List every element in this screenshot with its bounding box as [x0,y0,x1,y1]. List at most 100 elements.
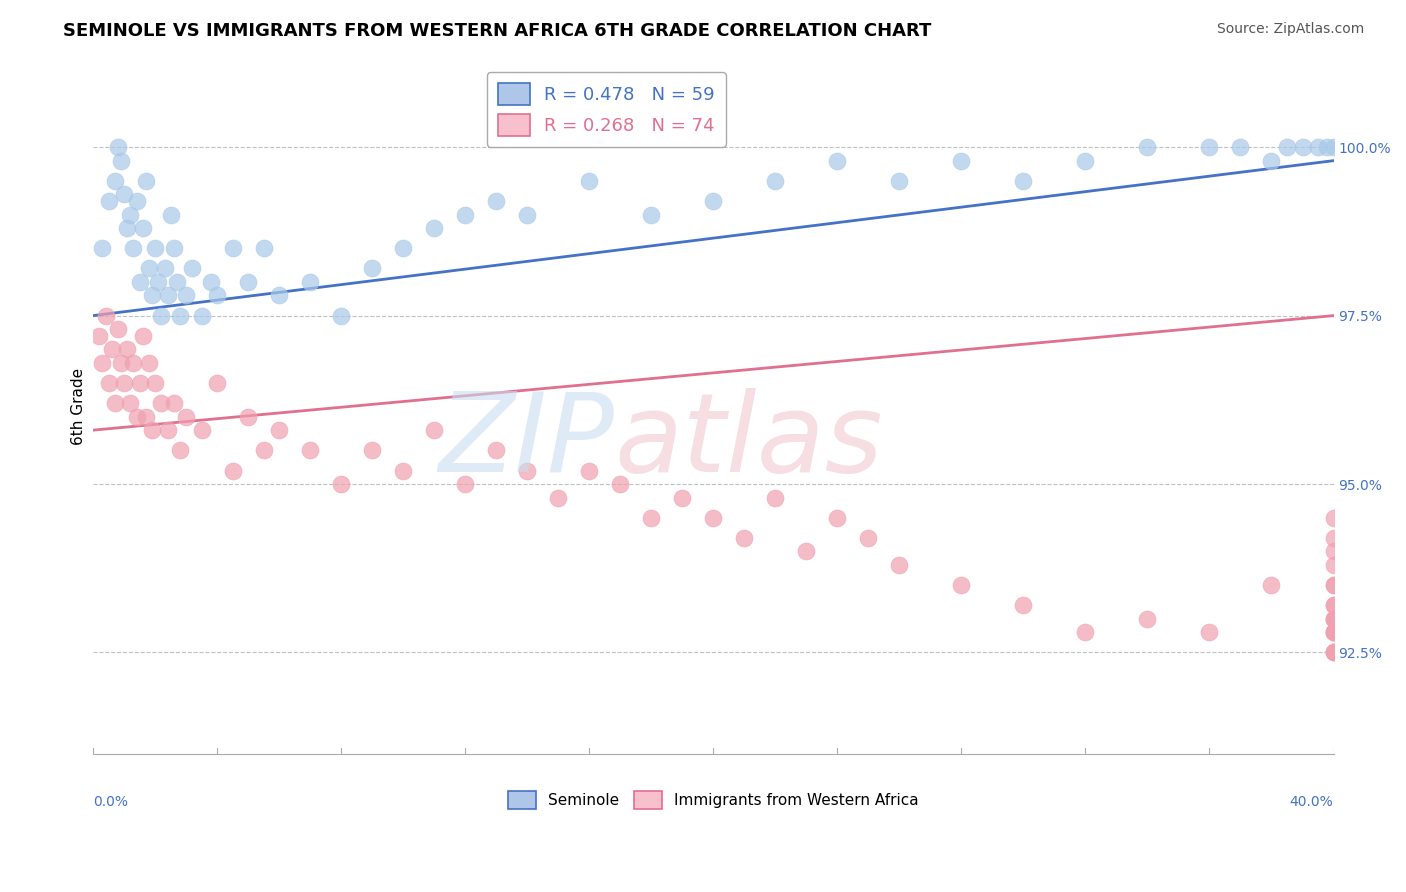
Point [110,356,132,370]
Point [141,423,163,437]
Point [796,544,818,558]
Point [1322,510,1344,524]
Point [143,376,166,390]
Point [1322,612,1344,626]
Point [1322,625,1344,640]
Point [516,208,538,222]
Point [190,423,212,437]
Point [889,558,911,572]
Point [1322,645,1344,659]
Point [1322,625,1344,640]
Point [1322,599,1344,613]
Point [156,423,179,437]
Point [205,376,228,390]
Text: 0.0%: 0.0% [93,795,128,809]
Point [702,510,724,524]
Point [1260,578,1282,592]
Point [609,477,631,491]
Point [253,443,276,458]
Point [141,288,163,302]
Point [125,409,148,424]
Point [392,464,415,478]
Point [104,174,127,188]
Point [1260,153,1282,168]
Point [1275,140,1298,154]
Point [1074,625,1097,640]
Point [128,275,150,289]
Point [89,328,111,343]
Point [117,343,139,357]
Point [200,275,222,289]
Text: 40.0%: 40.0% [1289,795,1333,809]
Point [827,510,849,524]
Point [1322,531,1344,545]
Point [423,423,446,437]
Point [156,288,179,302]
Point [1322,625,1344,640]
Point [122,241,145,255]
Point [392,241,415,255]
Y-axis label: 6th Grade: 6th Grade [72,368,86,445]
Point [950,578,973,592]
Point [104,396,127,410]
Point [112,376,135,390]
Point [190,309,212,323]
Point [91,241,114,255]
Point [138,261,160,276]
Point [253,241,276,255]
Point [107,140,129,154]
Point [117,221,139,235]
Point [238,275,260,289]
Point [222,241,245,255]
Point [148,275,170,289]
Point [163,396,186,410]
Legend: Seminole, Immigrants from Western Africa: Seminole, Immigrants from Western Africa [502,784,925,815]
Point [763,491,786,505]
Point [138,356,160,370]
Point [269,288,291,302]
Point [950,153,973,168]
Point [1322,544,1344,558]
Point [238,409,260,424]
Point [1074,153,1097,168]
Point [132,221,155,235]
Point [733,531,755,545]
Point [485,443,508,458]
Point [181,261,204,276]
Point [1012,174,1035,188]
Point [299,443,322,458]
Point [702,194,724,208]
Point [1136,140,1159,154]
Point [1322,599,1344,613]
Point [485,194,508,208]
Point [516,464,538,478]
Point [1322,578,1344,592]
Point [132,328,155,343]
Point [91,356,114,370]
Point [578,174,600,188]
Point [763,174,786,188]
Point [1291,140,1313,154]
Point [640,208,662,222]
Point [166,275,188,289]
Point [1012,599,1035,613]
Point [150,396,173,410]
Point [159,208,181,222]
Point [423,221,446,235]
Point [1322,645,1344,659]
Point [640,510,662,524]
Point [889,174,911,188]
Point [110,153,132,168]
Point [122,356,145,370]
Point [547,491,569,505]
Point [135,409,157,424]
Point [1322,612,1344,626]
Point [94,309,117,323]
Point [1322,578,1344,592]
Text: atlas: atlas [614,388,883,495]
Point [135,174,157,188]
Point [1198,625,1220,640]
Point [97,194,120,208]
Point [269,423,291,437]
Point [128,376,150,390]
